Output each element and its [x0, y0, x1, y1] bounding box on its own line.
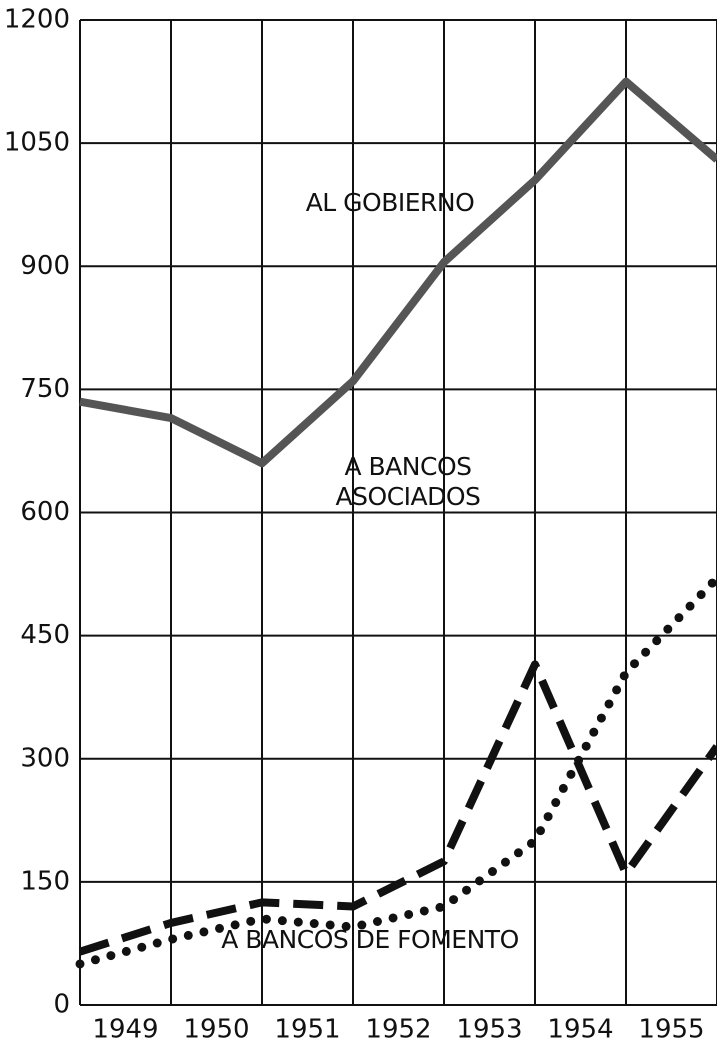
y-tick-label: 300: [20, 743, 70, 773]
x-tick-label: 1949: [92, 1015, 158, 1045]
y-tick-label: 1050: [4, 128, 70, 158]
y-tick-label: 1200: [4, 5, 70, 35]
x-tick-label: 1953: [456, 1015, 522, 1045]
x-tick-label: 1952: [365, 1015, 431, 1045]
y-tick-label: 0: [53, 990, 70, 1020]
y-tick-label: 900: [20, 251, 70, 281]
x-tick-label: 1951: [274, 1015, 340, 1045]
series-line: [75, 573, 717, 969]
y-tick-label: 600: [20, 497, 70, 527]
series-line: [79, 77, 717, 468]
y-tick-label: 750: [20, 374, 70, 404]
series-label: AL GOBIERNO: [305, 188, 475, 217]
series-label: A BANCOS DE FOMENTO: [221, 925, 519, 954]
series-label: A BANCOS ASOCIADOS: [335, 452, 481, 511]
x-tick-label: 1955: [638, 1015, 704, 1045]
y-tick-label: 450: [20, 620, 70, 650]
x-tick-label: 1950: [183, 1015, 249, 1045]
series-line: [78, 660, 717, 956]
x-tick-label: 1954: [547, 1015, 613, 1045]
y-tick-label: 150: [20, 866, 70, 896]
